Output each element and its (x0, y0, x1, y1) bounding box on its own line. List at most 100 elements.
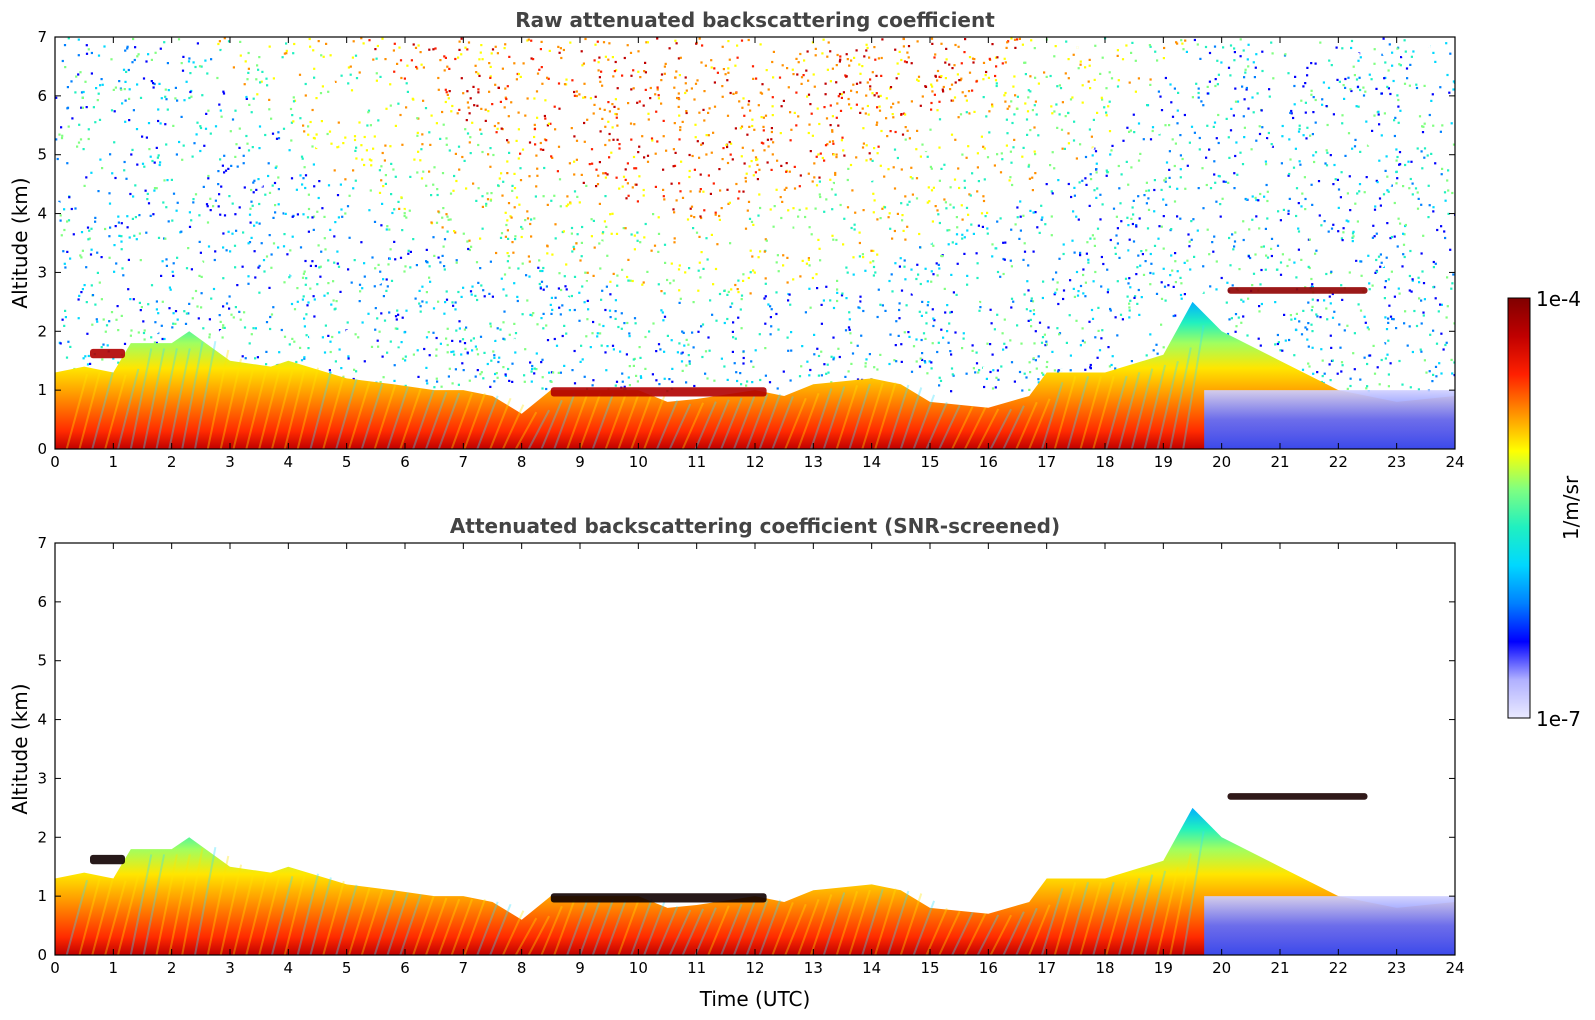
noise-pixel (87, 354, 90, 358)
noise-pixel (329, 50, 332, 53)
noise-pixel (1215, 137, 1218, 140)
noise-pixel (832, 336, 835, 339)
noise-pixel (1440, 303, 1443, 306)
noise-pixel (1423, 84, 1426, 87)
noise-pixel (891, 144, 894, 147)
noise-pixel (776, 159, 779, 162)
noise-pixel (852, 83, 855, 86)
noise-pixel (990, 322, 993, 325)
noise-pixel (251, 204, 254, 207)
noise-pixel (1094, 307, 1097, 310)
noise-pixel (103, 71, 106, 74)
noise-pixel (742, 279, 745, 282)
noise-pixel (1422, 314, 1425, 317)
noise-pixel (167, 89, 170, 92)
noise-pixel (272, 306, 275, 309)
noise-pixel (256, 359, 259, 362)
noise-pixel (615, 113, 618, 116)
noise-pixel (1195, 159, 1198, 163)
noise-pixel (1362, 83, 1365, 86)
noise-pixel (810, 112, 813, 115)
noise-pixel (105, 123, 109, 126)
noise-pixel (1395, 327, 1398, 330)
noise-pixel (785, 162, 788, 165)
noise-pixel (497, 184, 500, 187)
noise-pixel (1157, 237, 1160, 240)
noise-pixel (1201, 167, 1204, 170)
noise-pixel (1013, 75, 1016, 78)
noise-pixel (773, 254, 777, 257)
noise-pixel (66, 86, 69, 89)
noise-pixel (132, 109, 135, 112)
noise-pixel (1441, 167, 1444, 170)
noise-pixel (967, 145, 970, 148)
noise-pixel (1064, 115, 1067, 118)
noise-pixel (1132, 113, 1135, 116)
noise-pixel (1297, 248, 1300, 251)
noise-pixel (1289, 158, 1292, 161)
noise-pixel (1089, 173, 1092, 176)
noise-pixel (644, 367, 647, 370)
noise-pixel (657, 232, 661, 235)
noise-pixel (1427, 184, 1430, 187)
noise-pixel (1084, 281, 1087, 284)
noise-pixel (610, 151, 613, 154)
noise-pixel (252, 97, 255, 100)
noise-pixel (757, 256, 760, 259)
noise-pixel (1259, 283, 1262, 286)
noise-pixel (858, 241, 861, 245)
noise-pixel (69, 345, 72, 348)
noise-pixel (537, 266, 540, 269)
noise-pixel (216, 76, 219, 80)
noise-pixel (443, 55, 446, 58)
noise-pixel (1149, 252, 1152, 256)
noise-pixel (583, 82, 586, 85)
noise-pixel (327, 90, 330, 93)
noise-pixel (479, 51, 482, 54)
noise-pixel (358, 121, 361, 124)
noise-pixel (925, 311, 928, 314)
noise-pixel (1252, 61, 1255, 64)
noise-pixel (551, 308, 554, 311)
noise-pixel (785, 170, 788, 173)
noise-pixel (927, 186, 930, 189)
noise-pixel (951, 182, 954, 185)
noise-pixel (1042, 280, 1045, 283)
noise-pixel (745, 172, 748, 175)
noise-pixel (1173, 203, 1176, 206)
noise-pixel (638, 175, 641, 178)
noise-pixel (1416, 312, 1419, 315)
noise-pixel (511, 241, 514, 244)
noise-pixel (968, 71, 972, 74)
noise-pixel (1384, 61, 1387, 64)
noise-pixel (932, 244, 935, 247)
noise-pixel (1403, 233, 1406, 236)
noise-pixel (685, 381, 688, 384)
noise-pixel (1364, 90, 1367, 93)
noise-pixel (475, 261, 479, 264)
noise-pixel (1434, 365, 1438, 368)
noise-pixel (113, 270, 116, 273)
noise-pixel (991, 243, 994, 246)
noise-pixel (257, 266, 260, 269)
noise-pixel (1149, 78, 1152, 81)
noise-pixel (682, 331, 685, 334)
noise-pixel (437, 256, 440, 259)
noise-pixel (231, 232, 234, 235)
noise-pixel (1136, 302, 1139, 305)
noise-pixel (980, 380, 983, 383)
noise-pixel (273, 62, 276, 65)
noise-pixel (86, 363, 89, 366)
noise-pixel (799, 174, 802, 177)
noise-pixel (214, 199, 217, 202)
noise-pixel (441, 254, 444, 257)
noise-pixel (938, 179, 941, 182)
noise-pixel (570, 232, 573, 235)
noise-pixel (363, 167, 366, 170)
noise-pixel (1354, 378, 1357, 381)
noise-pixel (1340, 370, 1343, 373)
noise-pixel (1229, 74, 1232, 77)
noise-pixel (1219, 215, 1222, 218)
noise-pixel (490, 192, 493, 195)
noise-pixel (101, 358, 104, 361)
